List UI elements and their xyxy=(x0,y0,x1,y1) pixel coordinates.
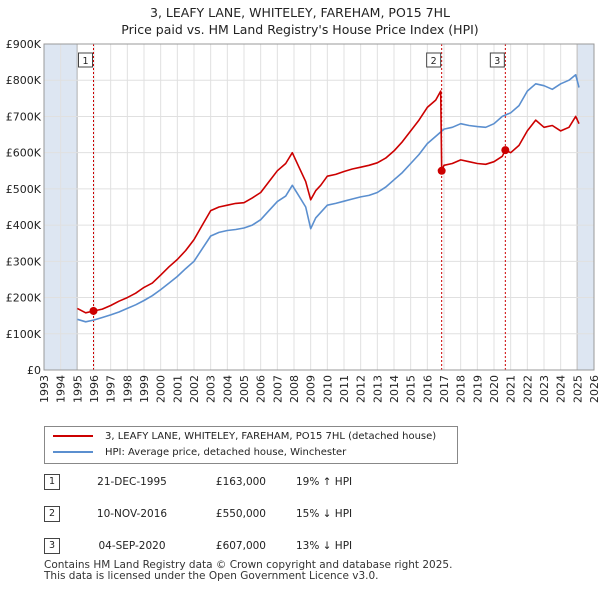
legend-label-hpi: HPI: Average price, detached house, Winc… xyxy=(105,447,347,458)
title-line-1: 3, LEAFY LANE, WHITELEY, FAREHAM, PO15 7… xyxy=(150,5,450,20)
sale-marker: 2 xyxy=(44,506,60,522)
sale-price: £163,000 xyxy=(215,476,266,488)
x-tick-label: 2021 xyxy=(505,375,518,403)
y-tick-label: £900K xyxy=(6,38,42,51)
sale-hpi-comparison: 15% ↓ HPI xyxy=(296,508,353,520)
x-tick-label: 2005 xyxy=(238,375,251,403)
y-tick-label: £800K xyxy=(6,74,42,87)
sale-point xyxy=(437,166,446,175)
shaded-regions xyxy=(44,44,594,370)
x-tick-label: 2012 xyxy=(355,375,368,403)
sale-row: 1 21-DEC-1995 £163,000 19% ↑ HPI xyxy=(0,472,600,492)
sale-price: £607,000 xyxy=(215,540,266,552)
x-tick-label: 1999 xyxy=(138,375,151,403)
sale-row: 2 10-NOV-2016 £550,000 15% ↓ HPI xyxy=(0,504,600,524)
y-tick-label: £200K xyxy=(6,292,42,305)
sale-date: 04-SEP-2020 xyxy=(98,540,166,552)
x-tick-label: 2016 xyxy=(421,375,434,403)
grid-lines xyxy=(43,43,595,371)
sale-marker: 1 xyxy=(44,474,60,490)
legend: 3, LEAFY LANE, WHITELEY, FAREHAM, PO15 7… xyxy=(44,426,458,464)
chart-title: 3, LEAFY LANE, WHITELEY, FAREHAM, PO15 7… xyxy=(0,4,600,38)
sale-row: 3 04-SEP-2020 £607,000 13% ↓ HPI xyxy=(0,536,600,556)
x-tick-label: 2023 xyxy=(538,375,551,403)
footer: Contains HM Land Registry data © Crown c… xyxy=(44,560,452,582)
sale-point xyxy=(89,306,98,315)
sale-price: £550,000 xyxy=(215,508,266,520)
sale-marker-label: 1 xyxy=(82,56,88,67)
x-tick-label: 2013 xyxy=(371,375,384,403)
y-tick-label: £700K xyxy=(6,110,42,123)
x-tick-label: 2020 xyxy=(488,375,501,403)
sale-hpi-comparison: 19% ↑ HPI xyxy=(296,476,353,488)
legend-item-property: 3, LEAFY LANE, WHITELEY, FAREHAM, PO15 7… xyxy=(53,429,436,445)
y-tick-label: £100K xyxy=(6,328,42,341)
legend-label-property: 3, LEAFY LANE, WHITELEY, FAREHAM, PO15 7… xyxy=(105,431,437,442)
x-tick-label: 2007 xyxy=(271,375,284,403)
sale-date: 10-NOV-2016 xyxy=(96,508,168,520)
x-tick-label: 2002 xyxy=(188,375,201,403)
x-tick-label: 2009 xyxy=(305,375,318,403)
sale-hpi-comparison: 13% ↓ HPI xyxy=(296,540,353,552)
x-tick-label: 2025 xyxy=(571,375,584,403)
x-tick-label: 2018 xyxy=(455,375,468,403)
shaded-region xyxy=(577,44,594,370)
sale-point xyxy=(501,146,510,155)
legend-swatch-property xyxy=(53,435,93,437)
x-tick-label: 2001 xyxy=(171,375,184,403)
x-tick-label: 2004 xyxy=(221,375,234,403)
y-tick-label: £500K xyxy=(6,183,42,196)
x-tick-label: 2024 xyxy=(555,375,568,403)
x-tick-label: 2014 xyxy=(388,375,401,403)
x-tick-label: 2011 xyxy=(338,375,351,403)
price-chart: 1 2 3 £0 £100K £200K £300K £400K £500K £600K £700… xyxy=(6,38,600,403)
x-tick-label: 1998 xyxy=(121,375,134,403)
legend-item-hpi: HPI: Average price, detached house, Winc… xyxy=(53,445,346,461)
footer-copyright: Contains HM Land Registry data © Crown c… xyxy=(44,559,453,571)
x-tick-label: 1997 xyxy=(105,375,118,403)
title-line-2: Price paid vs. HM Land Registry's House … xyxy=(121,22,479,37)
x-tick-label: 1994 xyxy=(55,375,68,403)
y-tick-label: £0 xyxy=(27,364,41,377)
legend-swatch-hpi xyxy=(53,451,93,453)
x-tick-label: 2017 xyxy=(438,375,451,403)
series-lines xyxy=(76,74,580,323)
x-tick-label: 1993 xyxy=(38,375,51,403)
sale-date: 21-DEC-1995 xyxy=(97,476,167,488)
x-tick-label: 2022 xyxy=(521,375,534,403)
sale-marker-label: 3 xyxy=(494,56,500,67)
footer-licence: This data is licensed under the Open Gov… xyxy=(44,570,379,582)
y-tick-label: £400K xyxy=(6,219,42,232)
sale-marker-box xyxy=(426,52,442,68)
series-line xyxy=(76,90,580,314)
x-tick-label: 2000 xyxy=(155,375,168,403)
sale-marker: 3 xyxy=(44,538,60,554)
y-tick-label: £300K xyxy=(6,255,42,268)
sale-points xyxy=(89,146,510,315)
x-tick-label: 2010 xyxy=(321,375,334,403)
x-tick-label: 2019 xyxy=(471,375,484,403)
y-tick-label: £600K xyxy=(6,147,42,160)
sale-marker-label: 2 xyxy=(431,56,437,67)
x-tick-label: 2015 xyxy=(405,375,418,403)
x-tick-label: 1996 xyxy=(88,375,101,403)
x-tick-label: 2003 xyxy=(205,375,218,403)
sale-marker-box xyxy=(489,52,505,68)
x-axis-ticks: 1993 1994 1995 1996 1997 1998 1999 2000 2001 2002… xyxy=(38,375,600,403)
x-tick-label: 2008 xyxy=(288,375,301,403)
sale-marker-box xyxy=(78,52,93,68)
x-tick-label: 2006 xyxy=(255,375,268,403)
y-axis-ticks: £0 £100K £200K £300K £400K £500K £600K £700K £80… xyxy=(6,38,42,377)
sale-marker-labels: 1 2 3 xyxy=(78,52,505,68)
x-tick-label: 1995 xyxy=(71,375,84,403)
x-tick-label: 2026 xyxy=(588,375,600,403)
series-line xyxy=(77,74,580,323)
plot-border xyxy=(43,43,595,371)
